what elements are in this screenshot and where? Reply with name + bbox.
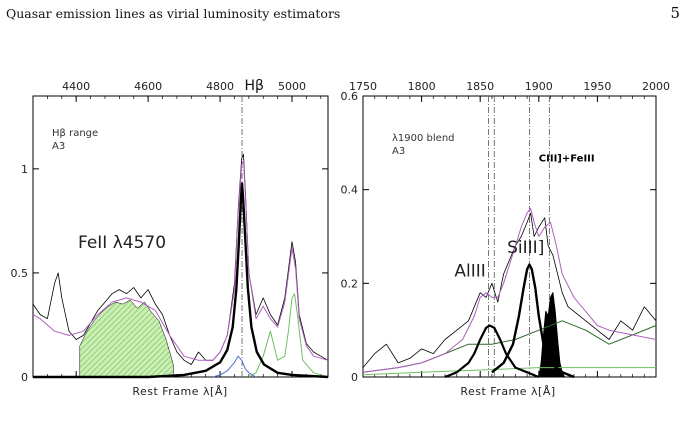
siiii-label: SiIII] [507, 238, 544, 258]
left-y-tick-label: 0.5 [11, 267, 29, 280]
right-x-tick-label: 1900 [525, 80, 553, 93]
right-panel: 1750 1800 1850 1900 1950 2000 0 0.2 0.4 0.6 λ1900… [341, 80, 671, 398]
left-series-model [32, 160, 329, 361]
left-plot-frame [32, 95, 329, 378]
left-x-tick-label: 4400 [62, 80, 90, 93]
left-x-axis-title: Rest Frame λ[Å] [132, 385, 227, 398]
right-series-siiii [491, 263, 575, 379]
right-x-tick-label: 1950 [583, 80, 611, 93]
left-series-hbeta-broad [33, 182, 329, 379]
ciii-feiii-label: CIII]+FeIII [539, 154, 595, 165]
right-y-tick-label: 0.4 [341, 184, 359, 197]
running-header-title: Quasar emission lines as virial luminosi… [6, 6, 341, 21]
right-series-observed [362, 212, 657, 368]
left-series [32, 96, 329, 379]
left-panel: 4400 4600 4800 5000 0 0.5 1 Hβ range A3 FeII λ… [11, 78, 329, 398]
feii-label: FeII λ4570 [78, 233, 166, 253]
right-y-tick-label: 0 [351, 371, 358, 384]
left-panel-note-2: A3 [52, 141, 65, 152]
right-y-tick-label: 0.2 [341, 277, 359, 290]
left-panel-note-1: Hβ range [52, 128, 98, 139]
left-x-tick-label: 5000 [278, 80, 306, 93]
right-x-tick-label: 1800 [408, 80, 436, 93]
right-series-aliii [444, 324, 540, 379]
left-axis-ticks: 4400 4600 4800 5000 0 0.5 1 [11, 80, 328, 384]
right-plot-frame [362, 95, 657, 378]
right-x-axis-title: Rest Frame λ[Å] [460, 385, 555, 398]
right-series-green-dark [362, 320, 657, 373]
page-number: 5 [670, 4, 680, 22]
left-series-blue-comp [212, 355, 257, 378]
aliii-label: AlIII [454, 261, 485, 281]
left-y-tick-label: 1 [21, 163, 28, 176]
right-series-model [362, 207, 657, 373]
right-x-tick-label: 1750 [349, 80, 377, 93]
left-y-tick-label: 0 [21, 371, 28, 384]
left-x-tick-label: 4600 [134, 80, 162, 93]
hbeta-label: Hβ [245, 78, 264, 94]
left-series-feii-hatched [79, 299, 174, 378]
right-series-green-light [362, 367, 656, 376]
right-panel-note-1: λ1900 blend [392, 133, 455, 144]
right-y-tick-label: 0.6 [341, 90, 359, 103]
right-series [362, 96, 657, 379]
left-x-tick-label: 4800 [206, 80, 234, 93]
right-axis-ticks: 1750 1800 1850 1900 1950 2000 0 0.2 0.4 0.6 [341, 80, 671, 384]
left-series-observed [32, 153, 329, 365]
right-x-tick-label: 2000 [642, 80, 670, 93]
right-panel-note-2: A3 [392, 146, 405, 157]
left-series-oiii-green [248, 293, 329, 378]
right-x-tick-label: 1850 [466, 80, 494, 93]
